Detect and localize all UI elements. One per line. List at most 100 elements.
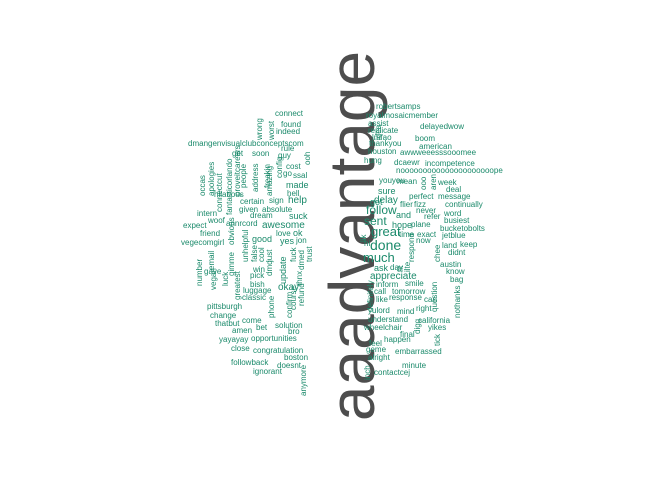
cloud-word-hope: hope (392, 220, 412, 230)
cloud-word-alright: alright (368, 353, 391, 362)
cloud-word-call: call (374, 287, 386, 296)
cloud-word-sign: sign (269, 196, 284, 205)
cloud-word-california: california (418, 316, 451, 325)
cloud-word-obvious: obvious (227, 217, 236, 245)
cloud-word-plane: plane (411, 220, 431, 229)
cloud-word-greatest: greatest (233, 270, 242, 300)
cloud-word-youyou: youyou (379, 176, 405, 185)
cloud-word-update: update (278, 256, 288, 284)
cloud-word-confirm: confirm (285, 291, 294, 318)
cloud-word-ask: ask (374, 263, 389, 273)
cloud-word-friend: friend (200, 229, 220, 238)
cloud-word-refund: refund (297, 283, 306, 306)
cloud-word-win: win (252, 265, 265, 274)
cloud-word-woof: woof (207, 216, 226, 225)
cloud-word-response: response (389, 293, 422, 302)
cloud-word-done: done (370, 237, 401, 253)
cloud-word-idea: idea (374, 124, 383, 140)
cloud-word-boston: boston (284, 353, 308, 362)
cloud-word-gave: gave (204, 267, 222, 276)
cloud-word-aaadvantage: aaadvantage (316, 51, 388, 421)
cloud-word-indeed: indeed (276, 127, 300, 136)
cloud-word-awesome: awesome (262, 220, 305, 231)
cloud-word-yayayay: yayayay (219, 335, 248, 344)
cloud-word-cost: cost (286, 162, 301, 171)
cloud-word-replicate: replicate (368, 126, 399, 135)
cloud-word-mean: mean (397, 177, 417, 186)
cloud-word-opportunities: opportunities (251, 334, 297, 343)
cloud-word-now: now (416, 236, 431, 245)
cloud-word-help: help (288, 195, 307, 206)
cloud-word-never: never (416, 206, 436, 215)
cloud-word-hilarious: hilarious (214, 190, 244, 199)
cloud-word-lmfao: lmfao (372, 133, 392, 142)
cloud-word-boom: boom (415, 134, 435, 143)
cloud-word-like: like (376, 295, 389, 304)
cloud-word-dream: dream (250, 211, 273, 220)
cloud-word-follow: follow (366, 203, 397, 217)
cloud-word-intern: intern (197, 209, 217, 218)
cloud-word-respond: respond (407, 233, 416, 262)
cloud-word-proveitcareers: proveitcareers (233, 145, 242, 196)
cloud-word-refer: refer (424, 212, 441, 221)
cloud-word-phone: phone (267, 295, 276, 318)
cloud-word-made: made (286, 180, 309, 190)
cloud-word-bish: bish (250, 280, 265, 289)
cloud-word-word: word (443, 209, 461, 218)
cloud-word-nooooooooooooooooooooope: nooooooooooooooooooooope (396, 166, 503, 175)
cloud-word-thankyou: thankyou (369, 139, 401, 148)
cloud-word-ignorant: ignorant (253, 367, 283, 376)
cloud-word-fantasticorlando: fantasticorlando (225, 158, 234, 215)
cloud-word-nothanks: nothanks (453, 286, 462, 318)
cloud-word-sure: sure (378, 186, 396, 196)
cloud-word-wheelchair: wheelchair (363, 323, 403, 332)
cloud-word-fuck: fuck (289, 246, 298, 262)
cloud-word-config: config (275, 157, 284, 178)
cloud-word-land: land (442, 241, 457, 250)
cloud-word-delayedwow: delayedwow (420, 122, 464, 131)
cloud-word-thatbut: thatbut (215, 319, 240, 328)
cloud-word-connectcut: connectcut (215, 173, 224, 212)
cloud-word-perfect: perfect (409, 192, 434, 201)
cloud-word-minute: minute (402, 361, 427, 370)
cloud-word-doesnt: doesnt (277, 361, 302, 370)
cloud-word-geme: geme (366, 345, 387, 354)
cloud-word-american: american (419, 142, 452, 151)
cloud-word-followback: followback (231, 358, 269, 367)
cloud-word-busiest: busiest (444, 216, 470, 225)
cloud-word-annrcord: annrcord (226, 219, 258, 228)
cloud-word-get: get (232, 149, 244, 158)
cloud-word-aren: aren (429, 174, 438, 190)
cloud-word-awwweeesssooomee: awwweeesssooomee (400, 148, 477, 157)
cloud-word-worst: worst (267, 120, 276, 141)
cloud-word-bet: bet (256, 323, 268, 332)
cloud-word-rule: rule (281, 144, 295, 153)
cloud-word-address: address (251, 164, 260, 192)
cloud-word-happen: happen (384, 335, 411, 344)
cloud-word-tick: tick (433, 333, 442, 346)
cloud-word-continually: continually (445, 200, 483, 209)
cloud-word-dmangenvisualclubconceptscom: dmangenvisualclubconceptscom (188, 139, 304, 148)
cloud-word-austin: austin (440, 260, 461, 269)
cloud-word-absolute: absolute (262, 205, 293, 214)
cloud-word-yikes: yikes (428, 323, 446, 332)
cloud-word-message: message (438, 192, 471, 201)
cloud-word-bucketobolts: bucketobolts (440, 224, 485, 233)
cloud-word-dmed: dmed (297, 250, 306, 270)
cloud-word-dcaewr: dcaewr (394, 158, 420, 167)
cloud-word-wrong: wrong (255, 118, 264, 141)
cloud-word-assist: assist (368, 119, 389, 128)
cloud-word-ssal: ssal (293, 171, 307, 180)
cloud-word-yes: yes (280, 236, 295, 246)
cloud-word-freakin: freakin (263, 164, 272, 188)
cloud-word-royalmosaicmember: royalmosaicmember (366, 111, 438, 120)
cloud-word-solution: solution (275, 321, 303, 330)
cloud-word-didnt: didnt (448, 248, 466, 257)
cloud-word-anymore: anymore (299, 364, 308, 396)
cloud-word-course: course (289, 285, 298, 310)
cloud-word-given: given (239, 205, 258, 214)
cloud-word-feel: feel (369, 339, 382, 348)
cloud-word-embarrassed: embarrassed (395, 347, 442, 356)
cloud-word-luck: luck (221, 271, 230, 286)
